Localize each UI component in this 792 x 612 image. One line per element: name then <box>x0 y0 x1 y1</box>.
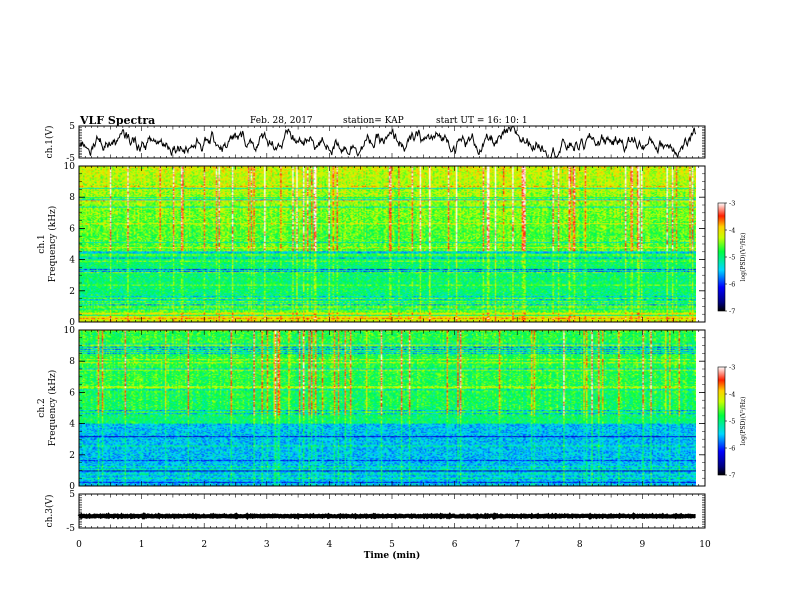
panel-3-ylabel: ch.2 Frequency (kHz) <box>37 370 58 447</box>
colorbar-ch2-label: log(PSD)(V²/Hz) <box>740 397 747 446</box>
chart-title: VLF Spectra <box>80 114 156 127</box>
panel-3-y-tick-label: 10 <box>64 326 76 336</box>
colorbar-ch1-tick-label: -7 <box>729 308 735 316</box>
colorbar-ch2-tick-label: -7 <box>729 472 735 480</box>
x-tick-label: 0 <box>76 540 82 550</box>
colorbar-ch1-gradient <box>717 202 726 312</box>
x-tick-label: 6 <box>452 540 458 550</box>
panel-1-y-tick-label: -5 <box>66 154 75 164</box>
panel-2-y-tick-label: 10 <box>64 162 76 172</box>
panel-4-y-tick-label: -5 <box>66 524 75 534</box>
colorbar-ch1-tick-label: -3 <box>729 200 735 208</box>
x-tick-label: 1 <box>139 540 145 550</box>
date-label: Feb. 28, 2017 <box>250 116 313 126</box>
colorbar-ch1-tick-label: -4 <box>729 227 735 235</box>
spectrogram-image-ch1 <box>79 166 696 322</box>
panel-4-ylabel: ch.3(V) <box>44 495 55 528</box>
x-tick-label: 9 <box>640 540 646 550</box>
panel-3-y-tick-label: 0 <box>69 482 75 492</box>
x-tick-label: 4 <box>327 540 333 550</box>
station-label: station= KAP <box>343 116 404 126</box>
colorbar-ch1-tick-label: -6 <box>729 281 735 289</box>
x-tick-label: 7 <box>514 540 520 550</box>
panel-4-y-tick-label: 5 <box>69 490 75 500</box>
x-tick-label: 2 <box>201 540 207 550</box>
x-tick-label: 10 <box>699 540 711 550</box>
x-axis-label: Time (min) <box>364 550 421 561</box>
panel-frame-4 <box>78 493 706 529</box>
panel-2-y-tick-label: 4 <box>69 256 75 266</box>
x-tick-label: 5 <box>389 540 395 550</box>
spectrogram-image-ch2 <box>79 330 696 486</box>
panel-3-y-tick-label: 4 <box>69 420 75 430</box>
colorbar-ch1-label-text: log(PSD)(V²/Hz) <box>740 233 747 282</box>
panel-3-ylabel-line: Frequency (kHz) <box>47 370 58 447</box>
panel-4-ylabel-line: ch.3(V) <box>44 495 55 528</box>
panel-2-y-tick-label: 0 <box>69 318 75 328</box>
waveform-line-ch1 <box>78 125 697 160</box>
colorbar-ch1-tick-label: -5 <box>729 254 735 262</box>
colorbar-ch2-gradient <box>717 366 726 476</box>
colorbar-ch2-label-text: log(PSD)(V²/Hz) <box>740 397 747 446</box>
colorbar-ch2-tick-label: -4 <box>729 391 735 399</box>
colorbar-ch2-tick-label: -3 <box>729 364 735 372</box>
panel-2-y-tick-label: 8 <box>69 193 75 203</box>
panel-3-y-tick-label: 6 <box>69 388 75 398</box>
x-tick-label: 3 <box>264 540 270 550</box>
x-tick-label: 8 <box>577 540 583 550</box>
panel-2-ylabel: ch.1 Frequency (kHz) <box>37 206 58 283</box>
panel-3-y-tick-label: 8 <box>69 357 75 367</box>
start-time-label: start UT = 16: 10: 1 <box>436 116 528 126</box>
panel-2-y-tick-label: 6 <box>69 224 75 234</box>
panel-2-y-tick-label: 2 <box>69 287 75 297</box>
panel-3-ylabel-line: ch.2 <box>37 398 47 417</box>
panel-2-ylabel-line: Frequency (kHz) <box>47 206 58 283</box>
colorbar-ch1-label: log(PSD)(V²/Hz) <box>740 233 747 282</box>
colorbar-ch2-tick-label: -6 <box>729 445 735 453</box>
waveform-line-ch3 <box>77 512 696 521</box>
panel-2-ylabel-line: ch.1 <box>37 234 47 253</box>
panel-3-y-tick-label: 2 <box>69 451 75 461</box>
panel-1-ylabel: ch.1(V) <box>44 126 55 159</box>
panel-1-ylabel-line: ch.1(V) <box>44 126 55 159</box>
colorbar-ch2-tick-label: -5 <box>729 418 735 426</box>
panel-1-y-tick-label: 5 <box>69 122 75 132</box>
